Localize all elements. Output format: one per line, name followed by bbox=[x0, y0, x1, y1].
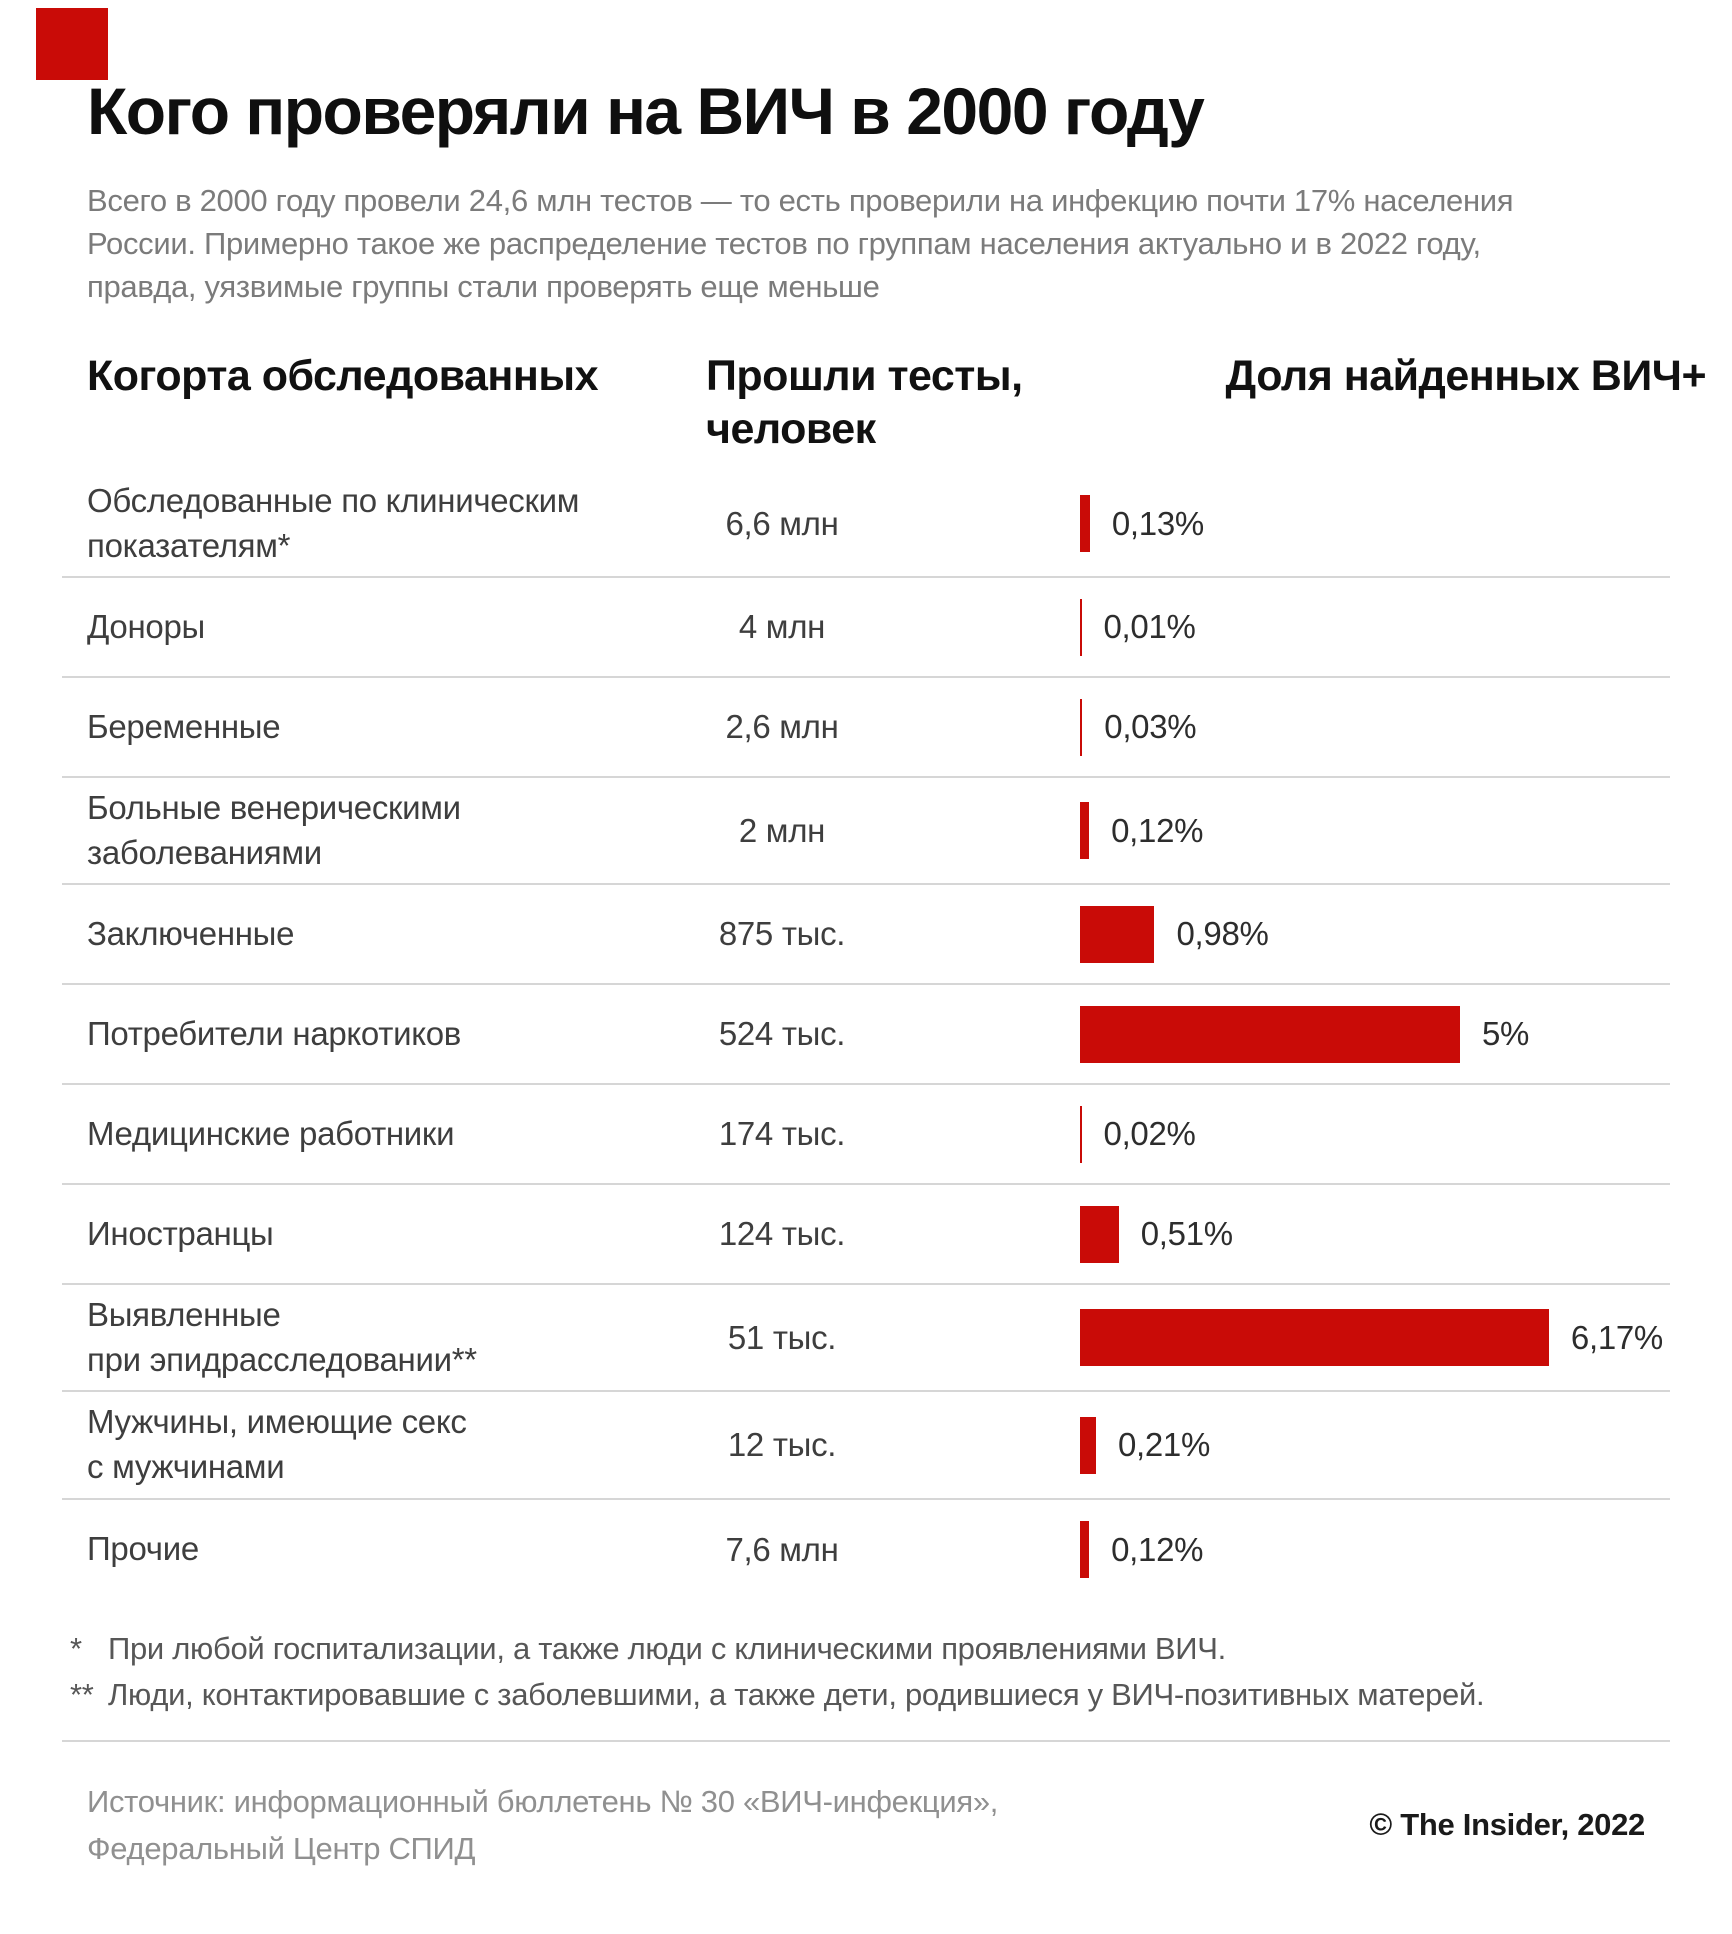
share-cell: 6,17% bbox=[1080, 1309, 1663, 1367]
page-title: Кого проверяли на ВИЧ в 2000 году bbox=[87, 74, 1205, 148]
share-cell: 0,21% bbox=[1080, 1416, 1211, 1474]
cohort-label: Выявленные при эпидрасследовании** bbox=[87, 1296, 477, 1378]
table-row: Заключенные 875 тыс. 0,98% bbox=[62, 885, 1670, 986]
subtitle-text: Всего в 2000 году провели 24,6 млн тесто… bbox=[87, 183, 1514, 305]
column-header-tests: Прошли тесты, человек bbox=[706, 352, 1023, 453]
table-row: Мужчины, имеющие секс с мужчинами 12 тыс.… bbox=[62, 1392, 1670, 1500]
cohort-label: Прочие bbox=[87, 1530, 199, 1568]
share-bar bbox=[1080, 598, 1082, 656]
footer-divider bbox=[62, 1739, 1670, 1742]
table-row: Беременные 2,6 млн 0,03% bbox=[62, 678, 1670, 779]
tests-value: 12 тыс. bbox=[727, 1426, 837, 1463]
footnote-text: Люди, контактировавшие с заболевшими, а … bbox=[108, 1676, 1485, 1712]
share-bar bbox=[1080, 1205, 1119, 1263]
share-cell: 0,98% bbox=[1080, 905, 1269, 963]
table-header-row: Когорта обследованных Прошли тесты, чело… bbox=[62, 308, 1707, 471]
share-cell: 5% bbox=[1080, 1005, 1530, 1063]
table-row: Прочие 7,6 млн 0,12% bbox=[62, 1500, 1670, 1600]
tests-value: 7,6 млн bbox=[725, 1530, 839, 1568]
tests-value: 124 тыс. bbox=[718, 1215, 846, 1253]
share-value: 0,02% bbox=[1103, 1115, 1196, 1153]
share-value: 0,12% bbox=[1111, 811, 1204, 849]
share-value: 0,98% bbox=[1176, 915, 1269, 953]
share-bar bbox=[1080, 1521, 1090, 1579]
table-body: Обследованные по клиническим показателям… bbox=[62, 471, 1670, 1599]
share-bar bbox=[1080, 1105, 1082, 1163]
table-row: Больные венерическими заболеваниями 2 млн… bbox=[62, 778, 1670, 886]
footnotes-block: * При любой госпитализации, а также люди… bbox=[62, 1626, 1670, 1718]
share-bar bbox=[1080, 495, 1090, 553]
footnote-text: При любой госпитализации, а также люди с… bbox=[108, 1630, 1226, 1666]
cohort-label: Больные венерическими заболеваниями bbox=[87, 789, 461, 871]
share-bar bbox=[1080, 698, 1083, 756]
share-value: 0,03% bbox=[1104, 708, 1197, 746]
share-bar bbox=[1080, 802, 1090, 860]
tests-value: 2,6 млн bbox=[725, 708, 839, 746]
footnote-marker: * bbox=[70, 1630, 82, 1666]
share-cell: 0,02% bbox=[1080, 1105, 1196, 1163]
cohort-label: Потребители наркотиков bbox=[87, 1015, 461, 1053]
column-header-share: Доля найденных ВИЧ+ bbox=[1225, 352, 1707, 401]
source-text: Источник: информационный бюллетень № 30 … bbox=[87, 1783, 999, 1866]
cohort-label: Мужчины, имеющие секс с мужчинами bbox=[87, 1403, 467, 1485]
table-row: Выявленные при эпидрасследовании** 51 тыс… bbox=[62, 1285, 1670, 1393]
share-cell: 0,12% bbox=[1080, 1521, 1204, 1579]
footer: Источник: информационный бюллетень № 30 … bbox=[62, 1778, 1670, 1872]
share-value: 5% bbox=[1482, 1015, 1530, 1053]
share-bar bbox=[1080, 1416, 1096, 1474]
tests-value: 174 тыс. bbox=[718, 1115, 846, 1153]
footnote-line: ** Люди, контактировавшие с заболевшими,… bbox=[70, 1672, 1670, 1718]
share-cell: 0,51% bbox=[1080, 1205, 1233, 1263]
share-cell: 0,12% bbox=[1080, 802, 1204, 860]
share-cell: 0,03% bbox=[1080, 698, 1197, 756]
share-value: 0,51% bbox=[1140, 1215, 1233, 1253]
cohort-label: Заключенные bbox=[87, 915, 295, 953]
table-row: Иностранцы 124 тыс. 0,51% bbox=[62, 1185, 1670, 1286]
share-value: 0,12% bbox=[1111, 1530, 1204, 1568]
tests-value: 4 млн bbox=[738, 608, 826, 646]
column-header-cohort: Когорта обследованных bbox=[87, 352, 599, 401]
cohort-label: Доноры bbox=[87, 607, 205, 645]
footnote-line: * При любой госпитализации, а также люди… bbox=[70, 1626, 1670, 1672]
the-insider-red-square-logo bbox=[36, 8, 108, 80]
table-row: Потребители наркотиков 524 тыс. 5% bbox=[62, 985, 1670, 1086]
tests-value: 875 тыс. bbox=[718, 915, 846, 953]
share-value: 0,13% bbox=[1111, 504, 1204, 542]
tests-value: 6,6 млн bbox=[725, 504, 839, 542]
share-value: 6,17% bbox=[1570, 1318, 1663, 1356]
table-row: Доноры 4 млн 0,01% bbox=[62, 578, 1670, 679]
share-bar bbox=[1080, 1005, 1460, 1063]
share-bar bbox=[1080, 1309, 1549, 1367]
cohort-label: Беременные bbox=[87, 707, 281, 745]
share-cell: 0,13% bbox=[1080, 495, 1204, 553]
tests-value: 524 тыс. bbox=[718, 1015, 846, 1053]
cohort-label: Иностранцы bbox=[87, 1215, 274, 1253]
table-row: Обследованные по клиническим показателям… bbox=[62, 471, 1670, 579]
cohort-label: Обследованные по клиническим показателям… bbox=[87, 482, 580, 564]
copyright-credit: © The Insider, 2022 bbox=[1369, 1806, 1645, 1842]
tests-value: 51 тыс. bbox=[727, 1318, 837, 1356]
tests-value: 2 млн bbox=[738, 811, 826, 849]
table-row: Медицинские работники 174 тыс. 0,02% bbox=[62, 1085, 1670, 1186]
footnote-marker: ** bbox=[70, 1676, 94, 1712]
share-cell: 0,01% bbox=[1080, 598, 1196, 656]
share-bar bbox=[1080, 905, 1155, 963]
cohort-label: Медицинские работники bbox=[87, 1115, 455, 1153]
share-value: 0,21% bbox=[1117, 1426, 1211, 1463]
share-value: 0,01% bbox=[1103, 608, 1196, 646]
